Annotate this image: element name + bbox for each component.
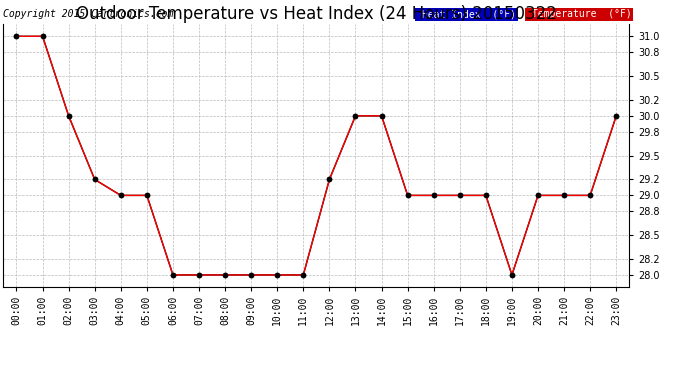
Text: Copyright 2015 Cartronics.com: Copyright 2015 Cartronics.com (3, 9, 174, 19)
Text: Temperature  (°F): Temperature (°F) (526, 9, 632, 19)
Title: Outdoor Temperature vs Heat Index (24 Hours) 20150322: Outdoor Temperature vs Heat Index (24 Ho… (76, 5, 557, 23)
Text: Heat Index  (°F): Heat Index (°F) (417, 9, 516, 19)
